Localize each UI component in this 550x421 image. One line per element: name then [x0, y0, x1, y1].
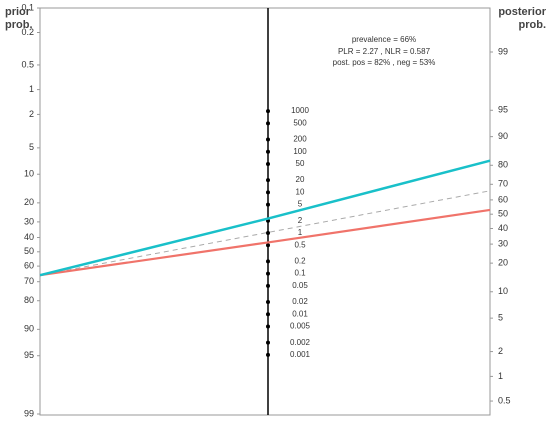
negative-line [39, 208, 491, 277]
lr-tick-label: 0.02 [292, 297, 308, 306]
reference-line [39, 190, 491, 276]
posterior-tick-label: 0.5 [498, 395, 511, 405]
lr-tick [266, 352, 270, 357]
lr-tick [266, 324, 270, 329]
prior-tick-label: 80 [24, 295, 34, 305]
lr-tick [266, 202, 270, 207]
lr-tick-label: 2 [298, 216, 303, 225]
lr-tick-label: 0.2 [294, 257, 306, 266]
posterior-tick-label: 50 [498, 209, 508, 219]
lr-tick [266, 231, 270, 235]
lr-tick-label: 0.01 [292, 309, 308, 318]
lr-tick-label: 50 [296, 159, 305, 168]
plot-frame [39, 7, 491, 416]
prior-tick-label: 5 [29, 142, 34, 152]
prior-tick-label: 30 [24, 216, 34, 226]
prior-tick-label: 40 [24, 232, 34, 242]
lr-tick-label: 200 [293, 135, 307, 144]
posterior-tick-label: 30 [498, 238, 508, 248]
prior-tick-label: 20 [24, 197, 34, 207]
lr-tick-label: 0.05 [292, 281, 308, 290]
posterior-tick-label: 90 [498, 131, 508, 141]
lr-tick-label: 1 [298, 228, 303, 237]
prior-label: prior [5, 6, 31, 18]
lr-tick [266, 109, 270, 114]
prior-tick-label: 90 [24, 324, 34, 334]
posterior-tick-label: 20 [498, 258, 508, 268]
prior-tick-label: 99 [24, 408, 34, 418]
positive-line [39, 159, 491, 277]
posterior-tick-label: 70 [498, 179, 508, 189]
lr-tick [266, 149, 270, 154]
prior-tick-label: 1 [29, 84, 34, 94]
lr-tick-label: 10 [296, 187, 305, 196]
posterior-tick-label: 60 [498, 194, 508, 204]
lr-tick-label: 5 [298, 200, 303, 209]
posterior-label: posterior [498, 6, 546, 18]
lr-tick-label: 500 [293, 118, 307, 127]
lr-tick [266, 121, 270, 126]
prior-tick-label: 70 [24, 276, 34, 286]
lr-tick [266, 300, 270, 305]
prior-tick-label: 60 [24, 260, 34, 270]
lr-tick-label: 0.1 [294, 269, 306, 278]
posterior-tick-label: 80 [498, 160, 508, 170]
prior-tick-label: 2 [29, 109, 34, 119]
lr-tick-label: 100 [293, 147, 307, 156]
prior-label: prob. [5, 19, 33, 31]
posterior-label: prob. [519, 19, 547, 31]
posterior-tick-label: 40 [498, 223, 508, 233]
posterior-tick-label: 10 [498, 286, 508, 296]
lr-tick [266, 283, 270, 288]
lr-tick [266, 178, 270, 183]
posterior-tick-label: 99 [498, 46, 508, 56]
lr-tick [266, 340, 270, 345]
annotation: prevalence = 66% [352, 35, 416, 44]
lr-tick [266, 190, 270, 195]
lr-tick [266, 161, 270, 166]
lr-tick [266, 137, 270, 142]
lr-tick [266, 259, 270, 264]
prior-tick-label: 0.1 [21, 2, 34, 12]
prior-tick-label: 95 [24, 350, 34, 360]
lr-tick-label: 1000 [291, 106, 309, 115]
posterior-tick-label: 2 [498, 346, 503, 356]
annotation: PLR = 2.27 , NLR = 0.587 [338, 47, 431, 56]
lr-tick-label: 0.005 [290, 322, 311, 331]
posterior-tick-label: 5 [498, 313, 503, 323]
lr-tick-label: 20 [296, 175, 305, 184]
lr-tick [266, 312, 270, 317]
lr-tick-label: 0.001 [290, 350, 311, 359]
lr-tick-label: 0.002 [290, 338, 311, 347]
lr-tick-label: 0.5 [294, 240, 306, 249]
prior-tick-label: 50 [24, 246, 34, 256]
annotation: post. pos = 82% , neg = 53% [333, 58, 436, 67]
lr-tick [266, 243, 270, 248]
posterior-tick-label: 95 [498, 105, 508, 115]
prior-tick-label: 10 [24, 169, 34, 179]
posterior-tick-label: 1 [498, 371, 503, 381]
prior-tick-label: 0.5 [21, 59, 34, 69]
prior-tick-label: 0.2 [21, 27, 34, 37]
lr-tick [266, 271, 270, 276]
